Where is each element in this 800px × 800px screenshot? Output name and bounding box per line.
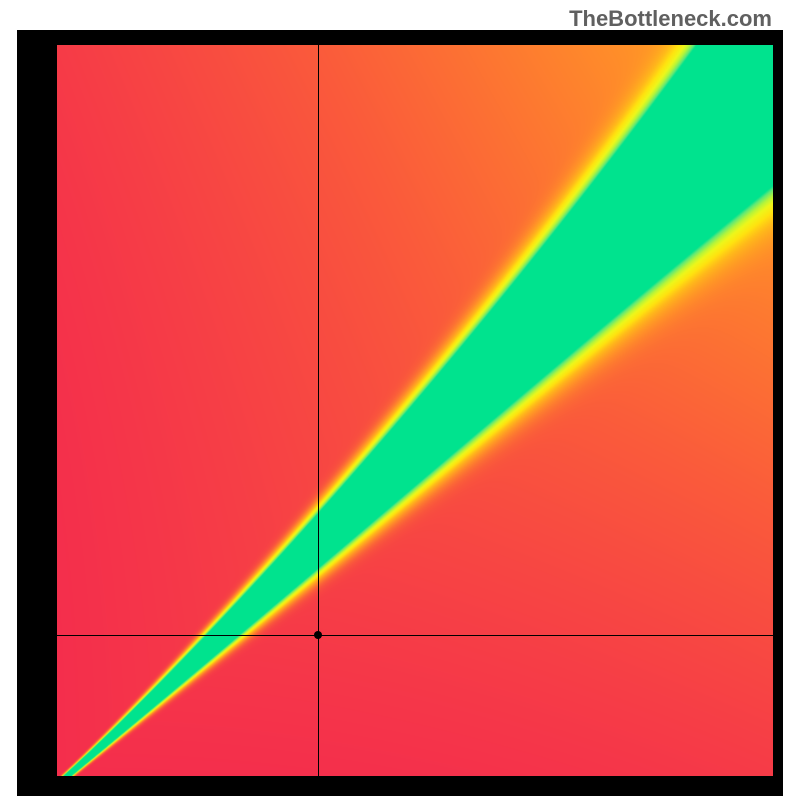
crosshair-vertical [318, 45, 319, 776]
chart-container: TheBottleneck.com [0, 0, 800, 800]
heatmap-canvas [57, 45, 773, 776]
plot-frame [17, 30, 783, 796]
watermark-text: TheBottleneck.com [569, 6, 772, 32]
crosshair-horizontal [57, 635, 773, 636]
crosshair-marker [314, 631, 322, 639]
